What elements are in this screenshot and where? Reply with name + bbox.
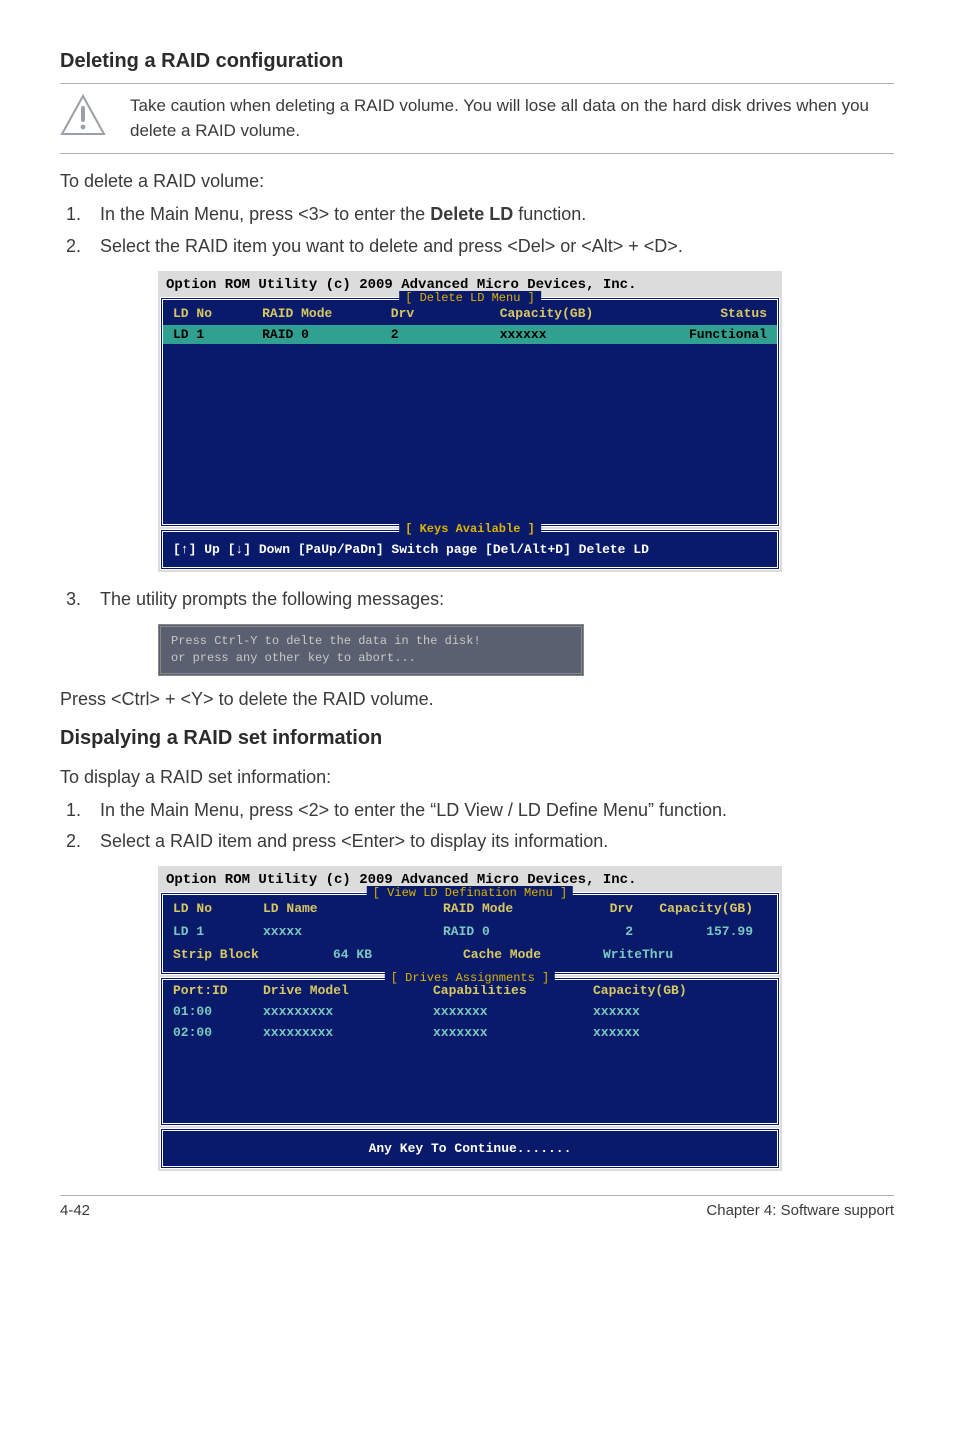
keys-legend: [ Keys Available ] <box>399 522 541 536</box>
intro-display: To display a RAID set information: <box>60 764 894 791</box>
keys-text: [↑] Up [↓] Down [PaUp/PaDn] Switch page … <box>173 542 649 557</box>
rom-empty-area <box>163 344 777 524</box>
page-number: 4-42 <box>60 1202 90 1219</box>
confirm-line2: or press any other key to abort... <box>171 650 571 667</box>
page-footer: 4-42 Chapter 4: Software support <box>60 1195 894 1219</box>
col-capacity: Capacity(GB) <box>500 306 649 321</box>
option-rom-delete: Option ROM Utility (c) 2009 Advanced Mic… <box>158 271 782 572</box>
display-step-2: Select a RAID item and press <Enter> to … <box>86 828 894 856</box>
caution-icon <box>60 94 106 143</box>
rom-keys-bar: [ Keys Available ] [↑] Up [↓] Down [PaUp… <box>160 529 780 570</box>
intro-delete: To delete a RAID volume: <box>60 168 894 195</box>
confirm-dialog: Press Ctrl-Y to delte the data in the di… <box>158 624 584 676</box>
divider <box>60 153 894 154</box>
cell-capacity: xxxxxx <box>500 327 649 342</box>
step-2: Select the RAID item you want to delete … <box>86 233 894 261</box>
rom2-legend-drives: [ Drives Assignments ] <box>385 971 555 985</box>
display-step-1: In the Main Menu, press <2> to enter the… <box>86 797 894 825</box>
drives-empty <box>163 1043 777 1123</box>
col-ldno: LD No <box>173 306 262 321</box>
col-raidmode: RAID Mode <box>262 306 391 321</box>
divider <box>60 83 894 84</box>
after-confirm-text: Press <Ctrl> + <Y> to delete the RAID vo… <box>60 686 894 713</box>
rom-legend: [ Delete LD Menu ] <box>399 291 541 305</box>
col-status: Status <box>648 306 767 321</box>
option-rom-view: Option ROM Utility (c) 2009 Advanced Mic… <box>158 866 782 1171</box>
cell-status: Functional <box>648 327 767 342</box>
chapter-label: Chapter 4: Software support <box>706 1202 894 1219</box>
steps-delete-cont: The utility prompts the following messag… <box>60 586 894 614</box>
confirm-line1: Press Ctrl-Y to delte the data in the di… <box>171 633 571 650</box>
heading-delete-raid: Deleting a RAID configuration <box>60 50 894 73</box>
drive-row-2: 02:00 xxxxxxxxx xxxxxxx xxxxxx <box>163 1022 777 1043</box>
step-3: The utility prompts the following messag… <box>86 586 894 614</box>
drive-row-1: 01:00 xxxxxxxxx xxxxxxx xxxxxx <box>163 1001 777 1022</box>
steps-delete: In the Main Menu, press <3> to enter the… <box>60 201 894 261</box>
col-drv: Drv <box>391 306 500 321</box>
rom2-footer: Any Key To Continue....... <box>160 1128 780 1169</box>
rom2-header2: Strip Block 64 KB Cache Mode WriteThru <box>163 941 777 964</box>
rom2-datarow1: LD 1 xxxxx RAID 0 2 157.99 <box>163 918 777 941</box>
cell-raidmode: RAID 0 <box>262 327 391 342</box>
steps-display: In the Main Menu, press <2> to enter the… <box>60 797 894 857</box>
cell-drv: 2 <box>391 327 500 342</box>
rom-selected-row[interactable]: LD 1 RAID 0 2 xxxxxx Functional <box>163 325 777 344</box>
caution-text: Take caution when deleting a RAID volume… <box>130 94 894 143</box>
cell-ldno: LD 1 <box>173 327 262 342</box>
heading-display-raid: Dispalying a RAID set information <box>60 727 894 750</box>
step-1: In the Main Menu, press <3> to enter the… <box>86 201 894 229</box>
rom2-legend-top: [ View LD Defination Menu ] <box>367 886 573 900</box>
